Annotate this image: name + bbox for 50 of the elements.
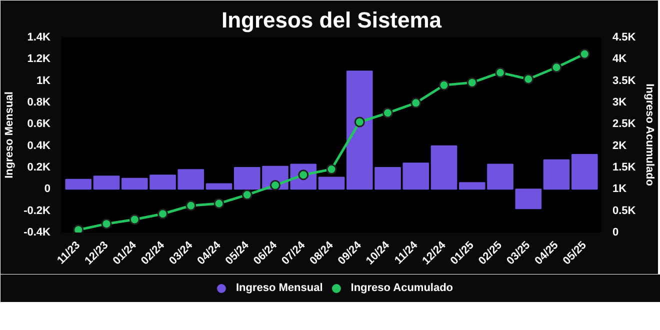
point	[101, 218, 112, 230]
y-tick-label: 0.2K	[27, 162, 51, 174]
chart-title: Ingresos del Sistema	[221, 8, 442, 32]
legend-label: Ingreso Mensual	[236, 282, 323, 294]
point	[354, 116, 365, 128]
point	[523, 74, 534, 84]
y-tick-label: 1.4K	[27, 32, 51, 44]
point	[438, 80, 450, 90]
bar	[318, 176, 345, 190]
y2-tick-label: 2.5K	[612, 118, 636, 130]
y2-tick-label: 1K	[612, 183, 627, 196]
y2-tick-label: 1.5K	[612, 162, 636, 174]
y-tick-label: 0.4K	[27, 140, 51, 152]
bar	[571, 154, 598, 190]
y2-tick-label: 4.5K	[612, 32, 636, 44]
point	[495, 67, 506, 78]
y-tick-label: 1.2K	[27, 53, 51, 66]
bar	[430, 145, 458, 190]
legend-label: Ingreso Acumulado	[350, 282, 454, 294]
y-tick-label: 0.6K	[27, 118, 51, 130]
y2-tick-label: 2K	[612, 140, 627, 152]
y2-tick-label: 4K	[612, 53, 627, 66]
y-tick-label: 0.8K	[27, 96, 51, 108]
point	[382, 108, 393, 118]
point	[466, 77, 478, 88]
point	[186, 200, 196, 211]
point	[551, 62, 562, 73]
y-tick-label: 0	[44, 183, 51, 196]
bar	[65, 178, 92, 190]
y-tick-label: -0.4K	[24, 226, 51, 238]
bar	[206, 183, 232, 190]
point	[158, 208, 168, 220]
y2-tick-label: 0.5K	[612, 204, 636, 217]
y2-tick-label: 3.5K	[612, 74, 636, 87]
point	[326, 164, 337, 174]
y2-tick-label: 3K	[612, 96, 627, 108]
point	[129, 214, 140, 225]
point	[242, 190, 252, 200]
point	[73, 224, 84, 232]
y2-tick-label: 0	[612, 226, 619, 238]
y-tick-label: -0.2K	[24, 204, 51, 217]
y-axis-title: Ingreso Mensual	[4, 92, 16, 178]
point	[579, 48, 590, 60]
point	[410, 98, 422, 108]
y-tick-label: 1K	[36, 74, 51, 87]
bar	[93, 176, 120, 190]
point	[214, 198, 224, 209]
point	[270, 180, 280, 191]
y2-axis-title: Ingreso Acumulado	[644, 84, 656, 186]
bar	[543, 159, 570, 190]
